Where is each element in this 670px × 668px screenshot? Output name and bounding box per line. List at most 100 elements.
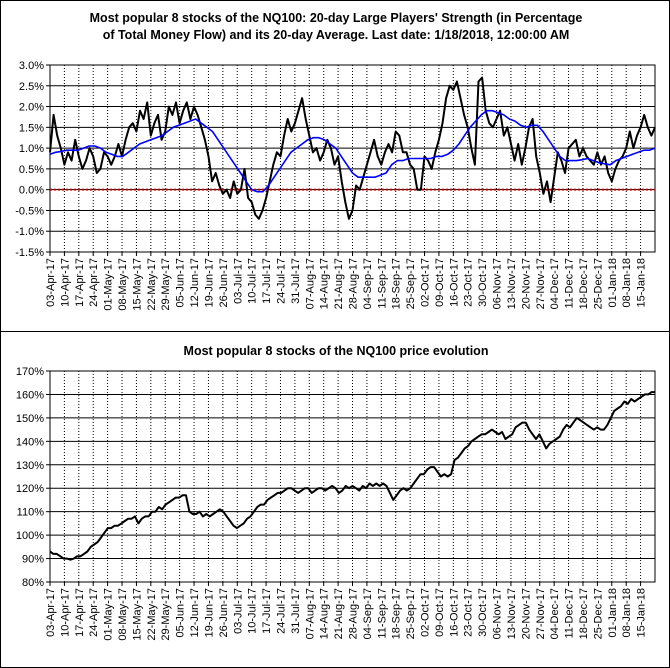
y-tick-label: 120%	[16, 483, 44, 495]
x-tick-label: 12-Jun-17	[189, 588, 201, 638]
x-tick-label: 19-Jun-17	[203, 588, 215, 638]
x-tick-label: 01-Jan-18	[607, 258, 619, 308]
y-tick-label: 3.0%	[19, 60, 44, 72]
x-tick-label: 27-Nov-17	[535, 588, 547, 639]
y-tick-label: 110%	[17, 507, 45, 519]
y-tick-label: 2.0%	[19, 102, 44, 114]
x-tick-label: 01-May-17	[103, 258, 115, 311]
y-tick-label: -0.5%	[15, 205, 44, 217]
y-tick-label: 1.0%	[19, 143, 44, 155]
x-tick-label: 06-Nov-17	[492, 258, 504, 309]
x-tick-label: 18-Sep-17	[391, 588, 403, 639]
x-tick-label: 17-Jul-17	[261, 588, 273, 634]
x-tick-label: 25-Sep-17	[405, 258, 417, 309]
x-tick-label: 26-Jun-17	[218, 258, 230, 308]
y-tick-label: 90%	[22, 554, 44, 566]
x-tick-label: 08-May-17	[117, 258, 129, 311]
y-tick-label: 170%	[16, 366, 44, 378]
x-tick-label: 24-Apr-17	[88, 258, 100, 307]
x-tick-label: 14-Aug-17	[319, 588, 331, 639]
top-chart-title: Most popular 8 stocks of the NQ100: 20-d…	[41, 10, 631, 44]
x-tick-label: 18-Dec-17	[578, 588, 590, 639]
x-tick-label: 11-Sep-17	[376, 258, 388, 309]
x-tick-label: 15-Jan-18	[636, 588, 648, 638]
strength-chart: 3.0% 2.5% 2.0% 1.5% 1.0% 0.5% 0.0% -0.5% -1.0% -1…	[15, 60, 656, 311]
x-tick-label: 10-Jul-17	[247, 588, 259, 634]
x-tick-label: 24-Apr-17	[88, 588, 100, 637]
x-tick-label: 23-Oct-17	[463, 258, 475, 307]
y-tick-label: 1.5%	[19, 122, 44, 134]
x-tick-label: 31-Jul-17	[290, 258, 302, 304]
x-tick-label: 11-Sep-17	[376, 588, 388, 639]
x-tick-label: 29-May-17	[160, 588, 172, 641]
x-tick-label: 01-May-17	[103, 588, 115, 641]
x-tick-label: 28-Aug-17	[348, 588, 360, 639]
x-tick-label: 17-Apr-17	[74, 258, 86, 307]
x-tick-label: 26-Jun-17	[218, 588, 230, 638]
x-tick-label: 08-May-17	[117, 588, 129, 641]
x-tick-label: 04-Dec-17	[549, 588, 561, 639]
y-tick-label: -1.0%	[15, 226, 44, 238]
x-tick-label: 21-Aug-17	[333, 588, 345, 639]
x-tick-label: 07-Aug-17	[304, 588, 316, 639]
x-tick-label: 02-Oct-17	[420, 588, 432, 637]
x-tick-label: 16-Oct-17	[448, 258, 460, 307]
x-tick-label: 13-Nov-17	[506, 588, 518, 639]
x-tick-label: 04-Sep-17	[362, 258, 374, 309]
top-chart-title-line1: Most popular 8 stocks of the NQ100: 20-d…	[89, 11, 583, 25]
x-tick-label: 11-Dec-17	[564, 258, 576, 309]
x-tick-label: 19-Jun-17	[203, 258, 215, 308]
x-tick-label: 29-May-17	[160, 258, 172, 311]
x-tick-label: 09-Oct-17	[434, 258, 446, 307]
x-tick-label: 24-Jul-17	[275, 588, 287, 634]
x-tick-label: 25-Dec-17	[592, 588, 604, 639]
x-tick-label: 03-Apr-17	[45, 588, 57, 637]
x-tick-label: 03-Apr-17	[45, 258, 57, 307]
x-tick-label: 05-Jun-17	[175, 588, 187, 638]
x-tick-label: 06-Nov-17	[492, 588, 504, 639]
y-tick-label: 100%	[16, 530, 44, 542]
y-tick-label: 0.0%	[19, 185, 44, 197]
x-tick-label: 08-Jan-18	[621, 258, 633, 308]
x-tick-label: 01-Jan-18	[607, 588, 619, 638]
x-tick-label: 28-Aug-17	[348, 258, 360, 309]
x-tick-label: 09-Oct-17	[434, 588, 446, 637]
x-tick-label: 31-Jul-17	[290, 588, 302, 634]
top-chart-title-line2: of Total Money Flow) and its 20-day Aver…	[102, 28, 570, 42]
series-line-0	[49, 76, 656, 220]
x-tick-label: 25-Dec-17	[592, 258, 604, 309]
x-tick-label: 15-Jan-18	[636, 258, 648, 308]
x-tick-label: 23-Oct-17	[463, 588, 475, 637]
y-tick-label: 140%	[16, 436, 44, 448]
x-tick-label: 03-Jul-17	[232, 588, 244, 634]
x-tick-label: 20-Nov-17	[520, 588, 532, 639]
y-tick-label: 0.5%	[19, 164, 44, 176]
x-tick-label: 11-Dec-17	[564, 588, 576, 639]
y-tick-label: 150%	[16, 413, 44, 425]
x-tick-label: 30-Oct-17	[477, 258, 489, 307]
y-tick-label: 160%	[16, 389, 44, 401]
x-tick-label: 12-Jun-17	[189, 258, 201, 308]
x-tick-label: 04-Sep-17	[362, 588, 374, 639]
x-tick-label: 24-Jul-17	[275, 258, 287, 304]
x-tick-label: 17-Jul-17	[261, 258, 273, 304]
x-tick-label: 16-Oct-17	[448, 588, 460, 637]
x-tick-label: 18-Sep-17	[391, 258, 403, 309]
x-tick-label: 03-Jul-17	[232, 258, 244, 304]
y-tick-label: 80%	[22, 577, 44, 589]
price-chart: 170%160%150%140%130%120%110%100%90%80%03…	[16, 366, 656, 641]
x-tick-label: 30-Oct-17	[477, 588, 489, 637]
y-tick-label: -1.5%	[15, 247, 44, 259]
x-tick-label: 10-Apr-17	[59, 258, 71, 307]
y-tick-label: 2.5%	[19, 81, 44, 93]
x-tick-label: 10-Apr-17	[59, 588, 71, 637]
x-tick-label: 27-Nov-17	[535, 258, 547, 309]
x-tick-label: 08-Jan-18	[621, 588, 633, 638]
x-tick-label: 18-Dec-17	[578, 258, 590, 309]
x-tick-label: 05-Jun-17	[175, 258, 187, 308]
x-tick-label: 20-Nov-17	[520, 258, 532, 309]
x-tick-label: 25-Sep-17	[405, 588, 417, 639]
x-tick-label: 17-Apr-17	[74, 588, 86, 637]
x-tick-label: 21-Aug-17	[333, 258, 345, 309]
y-tick-label: 130%	[16, 460, 44, 472]
